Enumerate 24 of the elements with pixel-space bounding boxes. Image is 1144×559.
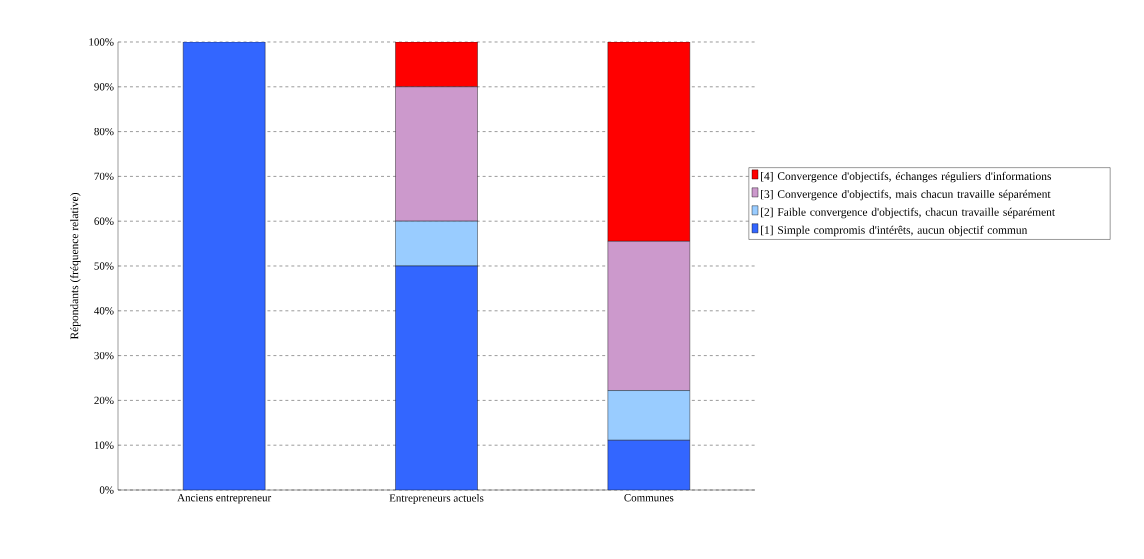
x-tick-label: Entrepreneurs actuels bbox=[389, 494, 484, 504]
bar bbox=[607, 440, 691, 490]
y-axis-title: Répondants (fréquence relative) bbox=[70, 193, 81, 340]
x-tick-label: Communes bbox=[624, 494, 674, 502]
x-tick-label: Anciens entrepreneur bbox=[177, 494, 272, 504]
y-tick-label: 50% bbox=[94, 262, 114, 270]
bar bbox=[395, 42, 478, 87]
y-tick-label: 100% bbox=[89, 38, 114, 46]
bar bbox=[607, 42, 691, 242]
y-tick-label: 80% bbox=[94, 127, 114, 136]
y-tick-label: 40% bbox=[94, 307, 114, 315]
y-tick-label: 0% bbox=[99, 486, 114, 494]
y-tick-label: 20% bbox=[94, 396, 114, 405]
y-tick-label: 10% bbox=[94, 441, 114, 449]
y-tick-label: 60% bbox=[94, 217, 114, 225]
y-tick-label: 30% bbox=[94, 351, 114, 360]
legend-label: [3] Convergence d'objectifs, mais chacun travaille séparément bbox=[761, 189, 1051, 201]
y-tick-label: 70% bbox=[94, 172, 114, 181]
y-tick-label: 90% bbox=[94, 83, 114, 91]
legend-label: [4] Convergence d'objectifs, échanges réguliers d'informations bbox=[761, 171, 1052, 183]
bar bbox=[395, 266, 478, 490]
legend-label: [2] Faible convergence d'objectifs, chacun travaille séparément bbox=[761, 207, 1055, 219]
bar bbox=[183, 42, 266, 490]
legend-label: [1] Simple compromis d'intérêts, aucun objectif commun bbox=[761, 225, 1028, 237]
